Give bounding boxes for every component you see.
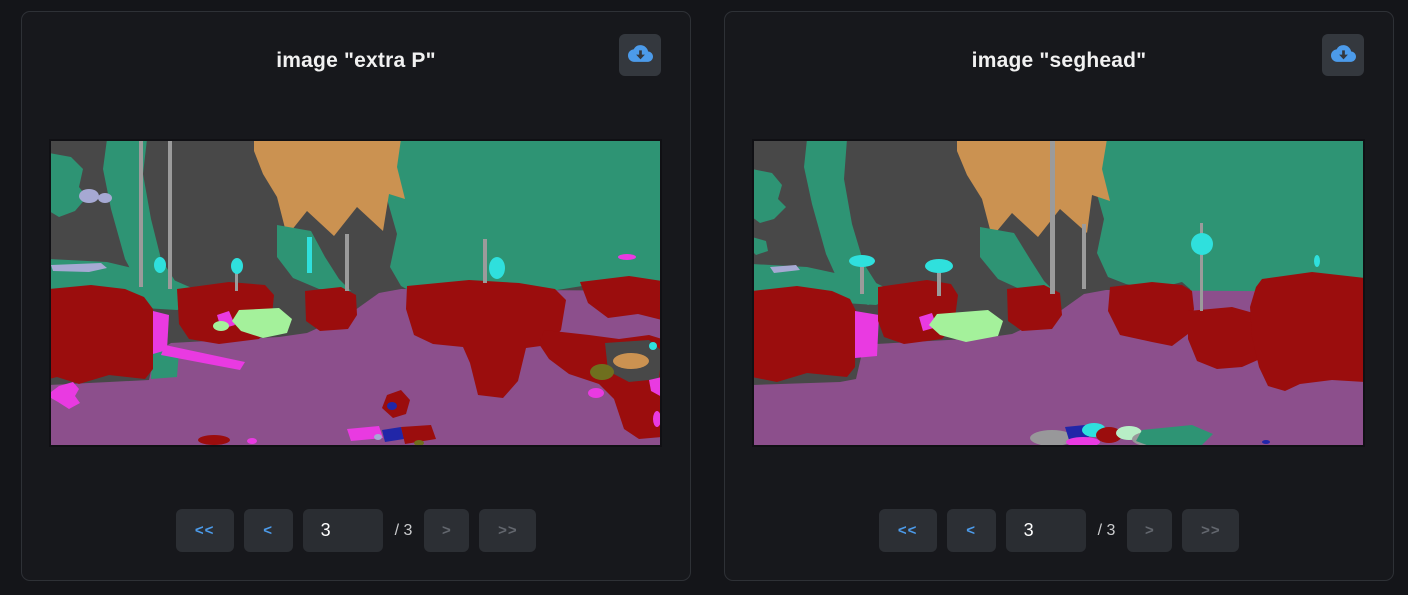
segmentation-regions (49, 139, 662, 447)
segmentation-image (752, 139, 1365, 447)
image-comparison-view: image "extra P" (21, 11, 1394, 581)
page-input[interactable] (1005, 509, 1086, 552)
segmentation-regions (752, 139, 1365, 447)
pagination: << < / 3 > >> (725, 509, 1393, 552)
download-button[interactable] (1322, 34, 1364, 76)
panel-title: image "seghead" (971, 49, 1147, 72)
image-panel-seghead: image "seghead" (724, 11, 1394, 581)
next-page-button[interactable]: > (424, 509, 470, 552)
page-total-label: / 3 (1097, 521, 1116, 539)
cloud-download-icon (1330, 41, 1356, 69)
panel-title: image "extra P" (276, 49, 436, 72)
prev-page-button[interactable]: < (946, 509, 996, 552)
page-total-label: / 3 (394, 521, 413, 539)
image-panel-extra-p: image "extra P" (21, 11, 691, 581)
last-page-button[interactable]: >> (1182, 509, 1240, 552)
page-input[interactable] (302, 509, 383, 552)
download-button[interactable] (619, 34, 661, 76)
segmentation-image (49, 139, 662, 447)
last-page-button[interactable]: >> (479, 509, 537, 552)
next-page-button[interactable]: > (1127, 509, 1173, 552)
pagination: << < / 3 > >> (22, 509, 690, 552)
prev-page-button[interactable]: < (243, 509, 293, 552)
first-page-button[interactable]: << (175, 509, 234, 552)
first-page-button[interactable]: << (878, 509, 937, 552)
cloud-download-icon (627, 41, 653, 69)
